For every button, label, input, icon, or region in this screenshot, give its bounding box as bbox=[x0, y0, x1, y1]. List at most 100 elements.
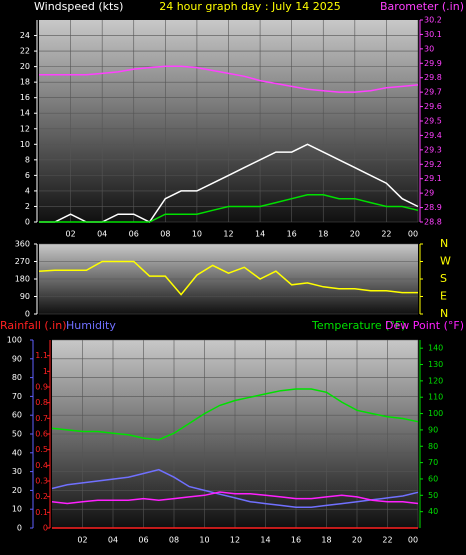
y2-tick-label: 29.6 bbox=[424, 102, 442, 111]
series-line bbox=[51, 388, 419, 441]
y-tick-label: 0 bbox=[17, 524, 22, 533]
y3-tick-label: 0.3 bbox=[35, 477, 48, 486]
x-tick-label: 22 bbox=[382, 536, 392, 545]
y2-tick-label: 40 bbox=[428, 507, 438, 516]
y-tick-label: 8 bbox=[25, 155, 30, 164]
y-tick-label: 270 bbox=[15, 257, 30, 266]
legend-dew-point: Dew Point (°F) bbox=[385, 319, 464, 332]
title: 24 hour graph day : July 14 2025 bbox=[159, 0, 341, 13]
y-tick-label: 0 bbox=[25, 310, 30, 319]
series-line bbox=[51, 491, 419, 505]
y2-tick-label: 28.8 bbox=[424, 218, 442, 227]
x-tick-label: 22 bbox=[381, 230, 391, 239]
y2-label: Barometer (.in) bbox=[380, 0, 464, 13]
x-tick-label: 00 bbox=[408, 230, 418, 239]
y2-tick-label: 29.5 bbox=[424, 117, 442, 126]
y3-tick-label: 0.4 bbox=[35, 461, 48, 470]
y2-tick-label: 30.2 bbox=[424, 16, 442, 25]
y-tick-label: 10 bbox=[12, 505, 22, 514]
x-tick-label: 14 bbox=[255, 230, 265, 239]
y2-tick-label: 140 bbox=[428, 344, 443, 353]
y-tick-label: 10 bbox=[20, 140, 30, 149]
y-tick-label: 20 bbox=[12, 486, 22, 495]
legend-humidity: Humidity bbox=[66, 319, 116, 332]
series-line bbox=[39, 65, 419, 93]
y-tick-label: 30 bbox=[12, 467, 22, 476]
y-tick-label: 2 bbox=[25, 202, 30, 211]
y2-tick-label: 70 bbox=[428, 458, 438, 467]
legend-rainfall: Rainfall (.in) bbox=[0, 319, 67, 332]
x-tick-label: 02 bbox=[65, 230, 75, 239]
y-tick-label: 90 bbox=[20, 292, 30, 301]
y2-tick-label: E bbox=[440, 290, 447, 303]
y-tick-label: 4 bbox=[25, 186, 30, 195]
y3-tick-label: 1.1 bbox=[35, 351, 48, 360]
series-line bbox=[38, 260, 418, 296]
y-tick-label: 100 bbox=[7, 336, 22, 345]
x-tick-label: 02 bbox=[77, 536, 87, 545]
y2-tick-label: S bbox=[440, 272, 447, 285]
y-tick-label: 80 bbox=[12, 373, 22, 382]
y3-tick-label: 0 bbox=[43, 524, 48, 533]
y2-tick-label: W bbox=[440, 255, 451, 268]
y3-tick-label: 0.6 bbox=[35, 430, 48, 439]
x-tick-label: 04 bbox=[97, 230, 107, 239]
y-tick-label: 50 bbox=[12, 430, 22, 439]
y-tick-label: 360 bbox=[15, 240, 30, 249]
x-tick-label: 16 bbox=[287, 230, 297, 239]
y2-tick-label: N bbox=[440, 307, 448, 320]
y3-tick-label: 0.7 bbox=[35, 414, 48, 423]
y2-tick-label: 100 bbox=[428, 409, 443, 418]
x-tick-label: 10 bbox=[192, 230, 202, 239]
y2-tick-label: 80 bbox=[428, 442, 438, 451]
x-tick-label: 14 bbox=[260, 536, 270, 545]
y2-tick-label: 120 bbox=[428, 376, 443, 385]
y-tick-label: 22 bbox=[20, 47, 30, 56]
x-tick-label: 00 bbox=[408, 536, 418, 545]
series-line bbox=[39, 194, 419, 223]
y2-tick-label: 29.4 bbox=[424, 131, 442, 140]
y2-tick-label: 29 bbox=[424, 189, 434, 198]
y-tick-label: 20 bbox=[20, 62, 30, 71]
x-tick-label: 16 bbox=[291, 536, 301, 545]
y-tick-label: 180 bbox=[15, 275, 30, 284]
y2-tick-label: 30.1 bbox=[424, 30, 442, 39]
y2-tick-label: 29.2 bbox=[424, 160, 442, 169]
y-tick-label: 24 bbox=[20, 31, 30, 40]
x-tick-label: 08 bbox=[169, 536, 179, 545]
y3-tick-label: 0.2 bbox=[35, 492, 48, 501]
x-tick-label: 06 bbox=[129, 230, 139, 239]
x-tick-label: 04 bbox=[108, 536, 118, 545]
x-tick-label: 18 bbox=[321, 536, 331, 545]
y2-tick-label: 90 bbox=[428, 425, 438, 434]
x-tick-label: 10 bbox=[199, 536, 209, 545]
y2-tick-label: 29.3 bbox=[424, 145, 442, 154]
y2-tick-label: N bbox=[440, 237, 448, 250]
y2-tick-label: 110 bbox=[428, 393, 443, 402]
y2-tick-label: 29.8 bbox=[424, 73, 442, 82]
y3-tick-label: 0.5 bbox=[35, 445, 48, 454]
y3-tick-label: 0.8 bbox=[35, 398, 48, 407]
y3-tick-label: 1 bbox=[43, 367, 48, 376]
x-tick-label: 20 bbox=[352, 536, 362, 545]
y-tick-label: 12 bbox=[20, 124, 30, 133]
y-tick-label: 90 bbox=[12, 354, 22, 363]
y2-tick-label: 30 bbox=[424, 44, 434, 53]
y2-tick-label: 130 bbox=[428, 360, 443, 369]
y-tick-label: 18 bbox=[20, 78, 30, 87]
y-tick-label: 0 bbox=[25, 218, 30, 227]
x-tick-label: 20 bbox=[350, 230, 360, 239]
y3-tick-label: 0.1 bbox=[35, 508, 48, 517]
x-tick-label: 18 bbox=[318, 230, 328, 239]
y-tick-label: 6 bbox=[25, 171, 30, 180]
y3-tick-label: 0.9 bbox=[35, 383, 48, 392]
x-tick-label: 08 bbox=[160, 230, 170, 239]
series-line bbox=[51, 468, 419, 509]
y-tick-label: 40 bbox=[12, 448, 22, 457]
y-tick-label: 70 bbox=[12, 392, 22, 401]
y2-tick-label: 28.9 bbox=[424, 203, 442, 212]
x-tick-label: 12 bbox=[223, 230, 233, 239]
x-tick-label: 12 bbox=[230, 536, 240, 545]
x-tick-label: 06 bbox=[138, 536, 148, 545]
